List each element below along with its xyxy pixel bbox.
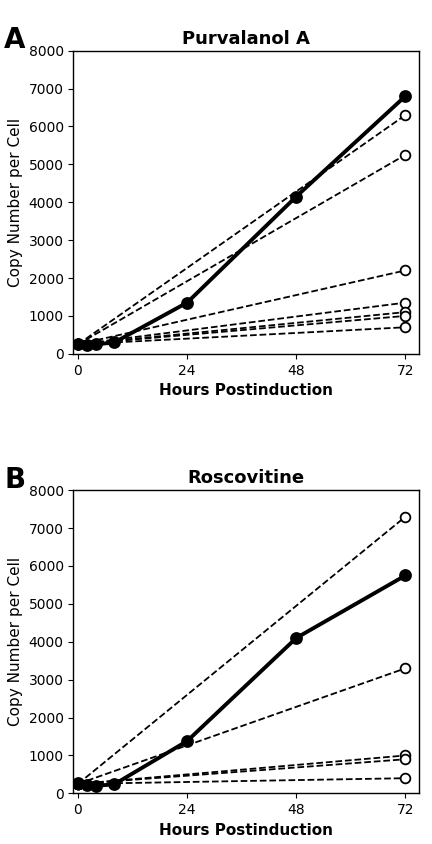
Text: A: A bbox=[4, 26, 26, 54]
X-axis label: Hours Postinduction: Hours Postinduction bbox=[159, 823, 333, 837]
Title: Roscovitine: Roscovitine bbox=[187, 469, 305, 487]
X-axis label: Hours Postinduction: Hours Postinduction bbox=[159, 383, 333, 398]
Y-axis label: Copy Number per Cell: Copy Number per Cell bbox=[8, 117, 23, 287]
Title: Purvalanol A: Purvalanol A bbox=[182, 30, 310, 48]
Text: B: B bbox=[4, 466, 25, 494]
Y-axis label: Copy Number per Cell: Copy Number per Cell bbox=[8, 557, 23, 727]
